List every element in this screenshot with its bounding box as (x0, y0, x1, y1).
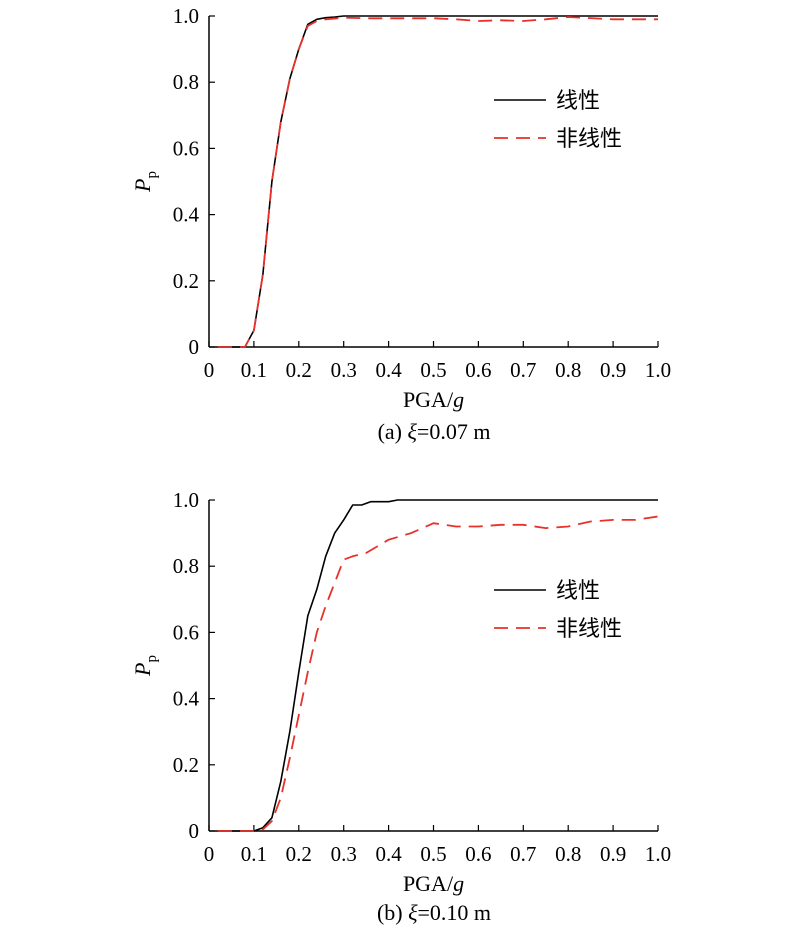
caption-rest: =0.07 m (417, 419, 491, 444)
y-axis-title-main: P (130, 663, 155, 677)
caption-rest: =0.10 m (418, 900, 492, 925)
legend-label-linear: 线性 (556, 579, 600, 604)
y-axis-title: Pp (130, 655, 160, 677)
x-tick-label: 0.6 (465, 842, 491, 866)
y-tick-label: 0.6 (173, 136, 199, 160)
caption-symbol: ξ (408, 900, 418, 925)
series-line-linear (218, 499, 658, 832)
series-line-nonlinear (218, 515, 659, 832)
x-tick-label: 0 (204, 358, 215, 382)
y-tick-label: 0.4 (173, 203, 200, 227)
x-axis-title-main: PGA/ (403, 871, 454, 896)
y-tick-label: 0.2 (173, 269, 199, 293)
legend-label-nonlinear: 非线性 (556, 127, 622, 152)
y-tick-label: 1.0 (173, 488, 199, 512)
x-tick-label: 0.8 (555, 842, 581, 866)
x-tick-label: 1.0 (645, 842, 671, 866)
x-tick-label: 1.0 (645, 358, 671, 382)
x-tick-label: 0.3 (331, 358, 357, 382)
x-tick-label: 0.1 (241, 842, 267, 866)
x-tick-label: 0.3 (331, 842, 357, 866)
x-tick-label: 0.7 (510, 358, 536, 382)
x-tick-label: 0.1 (241, 358, 267, 382)
x-tick-label: 0 (204, 842, 215, 866)
caption-symbol: ξ (407, 419, 417, 444)
series-line-nonlinear (218, 16, 658, 348)
chart-panel-0: 0 0.1 0.2 0.3 0.4 0.5 0.6 0.7 0.8 0.9 1.0 0 0.2 0.4 0.… (130, 4, 671, 444)
y-axis-title-main: P (130, 179, 155, 193)
x-axis-title: PGA/g (403, 387, 464, 412)
y-tick-label: 0.2 (173, 753, 199, 777)
x-tick-label: 0.5 (420, 842, 446, 866)
y-tick-label: 0 (189, 335, 200, 359)
x-axis-title-italic: g (453, 387, 464, 412)
series-line-linear (218, 15, 658, 348)
x-tick-label: 0.4 (375, 358, 402, 382)
y-tick-label: 0 (189, 819, 200, 843)
x-tick-label: 0.9 (600, 842, 626, 866)
x-tick-label: 0.5 (420, 358, 446, 382)
x-tick-label: 0.4 (375, 842, 402, 866)
x-tick-label: 0.8 (555, 358, 581, 382)
y-tick-label: 0.4 (173, 687, 200, 711)
caption-prefix: (b) (377, 900, 408, 925)
chart-panel-1: 0 0.1 0.2 0.3 0.4 0.5 0.6 0.7 0.8 0.9 1.0 0 0.2 0.4 0.… (130, 488, 671, 925)
x-tick-label: 0.7 (510, 842, 536, 866)
y-tick-label: 0.8 (173, 554, 199, 578)
legend-label-nonlinear: 非线性 (556, 617, 622, 642)
y-axis-title-sub: p (144, 171, 160, 179)
y-tick-label: 1.0 (173, 4, 199, 28)
y-tick-label: 0.8 (173, 70, 199, 94)
x-axis-title-italic: g (453, 871, 464, 896)
x-tick-label: 0.2 (286, 842, 312, 866)
y-tick-label: 0.6 (173, 620, 199, 644)
x-axis-title: PGA/g (403, 871, 464, 896)
legend-label-linear: 线性 (556, 89, 600, 114)
y-axis-title: Pp (130, 171, 160, 193)
panel-caption: (a) ξ=0.07 m (378, 419, 491, 444)
panel-caption: (b) ξ=0.10 m (377, 900, 491, 925)
x-axis-title-main: PGA/ (403, 387, 454, 412)
x-tick-label: 0.2 (286, 358, 312, 382)
x-tick-label: 0.9 (600, 358, 626, 382)
x-tick-label: 0.6 (465, 358, 491, 382)
caption-prefix: (a) (378, 419, 408, 444)
y-axis-title-sub: p (144, 655, 160, 663)
